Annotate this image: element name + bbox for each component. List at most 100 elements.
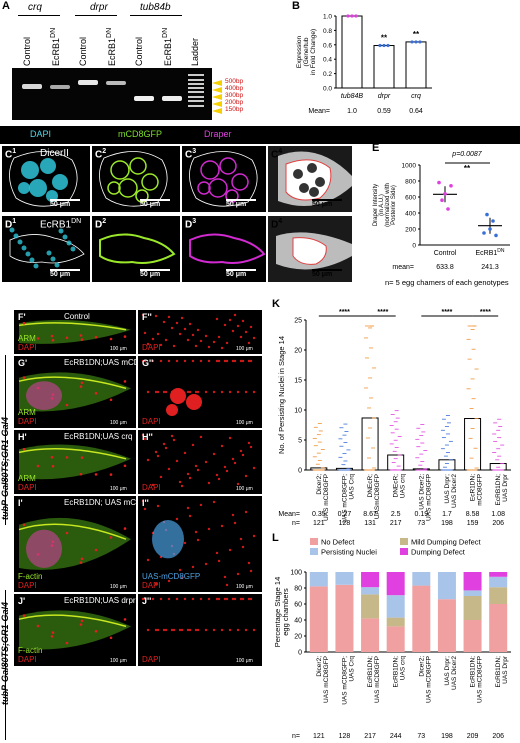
k-n-value: 159 [467,520,479,525]
e-mean-value: 241.3 [481,264,499,271]
panel-f-tissue [18,320,131,344]
k-cat-label: EcRB1DN;UAS Drpr [495,473,509,505]
channel-header-bar: DAPI mCD8GFP Draper [0,126,520,144]
scalebar-label: 100 μm [110,486,127,492]
gene-label-tub84b: tub84b [140,2,171,13]
l-bar-segment [412,585,431,652]
k-cat-label: UAS mCD8GFP;UAS Crq [341,474,355,523]
k-mean-value: 8.67 [363,511,377,518]
panel-c1-label: C1 [5,148,17,161]
ladder-arrows [212,80,242,120]
e-point [446,207,450,211]
k-cat-label: EcR1DN;mCD8GFP [470,474,484,506]
k-n-value: 73 [417,520,425,525]
panel-d1-tissue [9,227,85,269]
panel-f2-image [138,310,262,354]
scale-line [50,199,80,201]
l-bar-segment [386,595,405,618]
e-cat-label: Control [434,250,457,257]
panel-c1-scalebar: 50 μm [50,201,71,208]
ladder-size-labels: 500bp 400bp 300bp 200bp 150bp [225,78,244,113]
b-point [410,40,414,44]
panel-d3-tissue [189,233,266,264]
scalebar-label: 100 μm [236,420,253,426]
panel-i2-image [138,496,262,592]
panel-e-letter: E [372,142,380,154]
l-legend-label: Dumping Defect [411,548,466,557]
panel-h-letter: H' [18,432,27,442]
panel-d2-scalebar: 50 μm [140,271,161,278]
b-mean-value: 0.64 [409,108,423,115]
panel-g-tissue [141,359,256,416]
scale-line [226,269,256,271]
l-cat-label: UAS mCD8GFP;UAS Crq [341,656,355,705]
panel-c4-image [268,146,352,212]
panel-c1-image [2,146,90,212]
driver-label-bottom: tubP-Gal80TS;GR1-Gal4 [0,601,10,705]
b-mean-value: 0.59 [377,108,391,115]
b-point [386,43,390,48]
scale-line [312,199,342,201]
k-ytick-label: 0 [298,468,302,475]
panel-g-letter: G'' [142,358,154,368]
l-ytick-label: 0 [298,650,302,657]
b-sig: ** [381,34,388,43]
panel-d3-image [182,216,266,282]
l-bar-segment [309,586,328,652]
b-ylabel: Expression(Gene/tubin Fold Change) [296,29,317,75]
panel-h-genotype: EcRB1DN;UAS crq [64,432,133,441]
k-sig: **** [480,309,491,316]
b-point [378,43,382,48]
l-bar-segment [386,572,405,596]
k-ytick-label: 20 [294,348,302,355]
k-n-value: 128 [339,520,351,525]
k-ytick-label: 5 [298,438,302,445]
b-cat-label: drpr [378,93,391,100]
panel-g-right-channel: DAPI [142,417,161,426]
l-bar-segment [361,618,380,652]
l-n-value: 209 [467,733,479,740]
l-bar-segment [361,587,380,595]
panel-i-genotype: EcRB1DN; UAS mCD8GFP [64,498,163,507]
b-mean-label: Mean= [308,108,330,115]
b-point [418,40,422,44]
channel-draper-label: Draper [204,129,232,139]
panel-j-genotype: EcRB1DN;UAS drpr [64,596,136,605]
panel-h1-image [14,430,136,494]
l-bar-segment [335,572,354,585]
panel-c3-image [182,146,266,212]
scalebar-label: 100 μm [110,346,127,352]
panel-h-tissue [18,444,131,480]
k-cat-label: DNEcR;UASmCD8GFP [367,474,381,519]
panel-e-chart: 0 200 400 600 800 1000 Draper Intensity(in A.U… [373,151,510,271]
panel-d4-tissue [276,232,352,270]
e-mean-label: mean= [392,264,414,271]
scale-line [140,199,170,201]
l-bar-segment [489,587,508,604]
k-bar [438,459,456,471]
l-n-value: 73 [417,733,425,740]
panel-d2-label: D2 [95,218,107,231]
l-bar-segment [412,572,431,586]
l-legend-label: No Defect [321,538,355,547]
driver-label-top: tubP-Gal80TS;GR1-Gal4 [0,416,10,520]
l-ytick-label: 80 [294,586,302,593]
panel-d4-label: D4 [271,218,283,231]
b-ytick-label: 1.0 [323,14,332,21]
panel-j-channel-a: F-actin [18,646,43,655]
k-mean-value: 0.27 [338,511,352,518]
scalebar-label: 100 μm [110,584,127,590]
panel-d3-label: D3 [185,218,197,231]
k-cat-label: Dicer2;UAS mCD8GFP [316,474,330,521]
l-bar-segment [489,604,508,652]
l-n-value: 198 [441,733,453,740]
panel-d1-label: D1 [5,218,17,231]
e-point [491,219,495,223]
gene-label-drpr: drpr [90,2,108,13]
driver-bracket-2 [5,590,6,740]
k-bar [464,418,482,471]
panel-g-channel-a: ARM [18,408,36,417]
panel-j-letter: J' [18,596,26,606]
panel-j-right-channel: DAPI [142,655,161,664]
b-ytick-label: 0.8 [323,28,332,35]
